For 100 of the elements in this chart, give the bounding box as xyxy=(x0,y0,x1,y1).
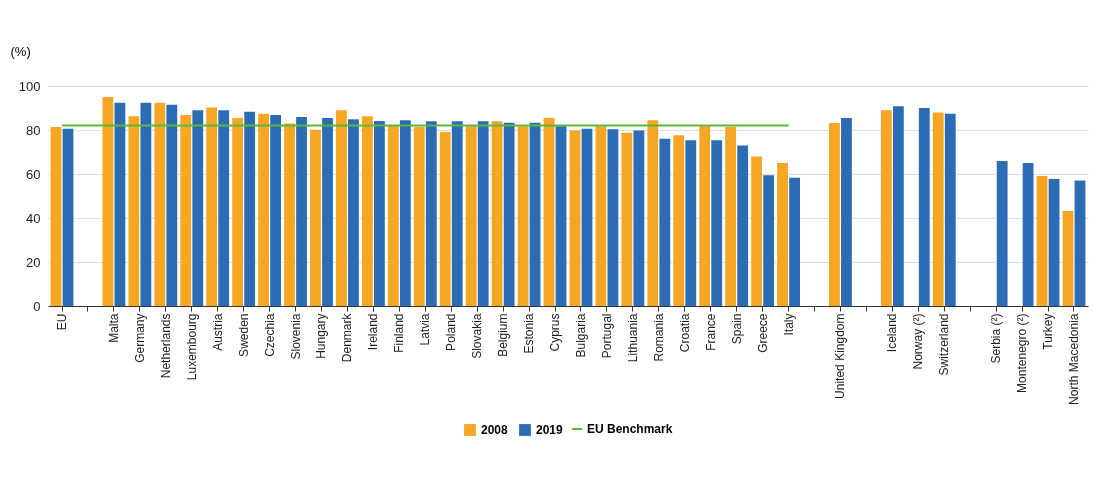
bar xyxy=(218,110,230,306)
x-tick-label: Netherlands xyxy=(158,313,173,379)
bar xyxy=(232,117,244,306)
y-tick-label: 0 xyxy=(33,298,41,314)
bar xyxy=(373,120,385,306)
bar xyxy=(880,110,892,306)
bar xyxy=(399,120,411,306)
bar xyxy=(439,131,451,306)
bar xyxy=(1062,210,1074,306)
x-tick-label: EU xyxy=(55,313,70,331)
bar xyxy=(348,119,359,306)
bar xyxy=(555,126,567,306)
bar xyxy=(387,125,399,306)
bar xyxy=(206,107,218,306)
bar xyxy=(529,122,541,306)
legend-label: 2019 xyxy=(536,423,564,437)
x-tick-label: Norway (²) xyxy=(911,313,926,370)
x-tick-label: Montenegro (²) xyxy=(1015,313,1030,393)
bar xyxy=(477,121,489,306)
x-tick-label: Slovenia xyxy=(288,313,303,360)
x-tick-label: Hungary xyxy=(314,313,329,359)
bar xyxy=(737,145,749,306)
bar xyxy=(361,116,373,306)
x-tick-label: Bulgaria xyxy=(573,313,588,358)
x-tick-label: Austria xyxy=(210,313,225,351)
bar xyxy=(607,129,619,306)
x-tick-label: Germany xyxy=(132,313,147,363)
x-tick-label: Greece xyxy=(755,313,770,353)
bar xyxy=(270,115,282,306)
bar xyxy=(491,121,503,306)
bar xyxy=(841,117,852,306)
x-tick-label: Cyprus xyxy=(548,313,563,352)
x-tick-label: Romania xyxy=(651,313,666,362)
bar xyxy=(128,116,140,306)
bar xyxy=(711,140,723,306)
bar xyxy=(647,120,659,306)
bar xyxy=(310,129,321,306)
bar xyxy=(569,130,581,306)
x-tick-label: Slovakia xyxy=(470,313,485,359)
bar xyxy=(996,161,1008,306)
x-tick-label: Ireland xyxy=(366,313,381,351)
y-axis-title: (%) xyxy=(10,43,31,59)
bar xyxy=(425,121,437,306)
bar xyxy=(621,132,633,306)
bar xyxy=(258,113,269,306)
bar xyxy=(1022,163,1034,306)
bar xyxy=(789,177,800,306)
x-tick-label: Switzerland xyxy=(937,313,952,376)
bar xyxy=(517,126,529,306)
bar xyxy=(192,110,204,306)
bar xyxy=(685,140,697,306)
x-tick-label: Lithuania xyxy=(625,313,640,363)
x-tick-label: United Kingdom xyxy=(833,313,848,399)
bar xyxy=(284,123,295,306)
bar xyxy=(763,175,775,306)
x-tick-label: Finland xyxy=(392,313,407,353)
bar xyxy=(1048,179,1060,306)
x-tick-label: Turkey xyxy=(1041,313,1056,350)
bar xyxy=(465,126,477,306)
bar xyxy=(829,122,840,306)
bar xyxy=(62,128,74,306)
bar xyxy=(296,117,307,306)
bar xyxy=(244,111,256,306)
bar xyxy=(892,106,904,306)
y-tick-label: 80 xyxy=(26,122,41,138)
x-tick-label: North Macedonia xyxy=(1066,313,1081,405)
y-tick-label: 40 xyxy=(26,210,41,226)
x-tick-label: Denmark xyxy=(340,312,355,363)
bar xyxy=(154,102,166,306)
bar xyxy=(581,128,593,306)
bar xyxy=(633,130,645,306)
x-tick-label: Italy xyxy=(781,313,796,336)
x-tick-label: Iceland xyxy=(885,313,900,353)
x-tick-label: Portugal xyxy=(599,313,614,359)
bar xyxy=(1036,175,1048,306)
x-tick-label: Sweden xyxy=(236,313,251,357)
x-tick-label: Estonia xyxy=(522,313,537,354)
x-tick-label: Czechia xyxy=(262,313,277,357)
x-tick-label: France xyxy=(703,313,718,351)
bar xyxy=(140,102,152,306)
x-tick-label: Luxembourg xyxy=(184,313,199,381)
bar xyxy=(102,97,114,306)
bar xyxy=(322,117,333,306)
bar xyxy=(166,104,178,306)
legend-label: 2008 xyxy=(481,423,509,437)
bar xyxy=(543,117,555,306)
legend-label: EU Benchmark xyxy=(587,422,673,436)
bar xyxy=(180,115,192,306)
bar xyxy=(699,126,711,306)
x-tick-label: Latvia xyxy=(418,313,433,346)
bar xyxy=(659,138,671,306)
bar xyxy=(777,163,788,306)
y-tick-label: 100 xyxy=(18,78,41,94)
bar xyxy=(413,126,425,306)
x-tick-label: Croatia xyxy=(677,313,692,353)
bar xyxy=(114,102,126,306)
bar xyxy=(725,126,737,306)
bar xyxy=(503,122,515,306)
bar xyxy=(451,121,463,306)
x-tick-label: Spain xyxy=(729,313,744,345)
